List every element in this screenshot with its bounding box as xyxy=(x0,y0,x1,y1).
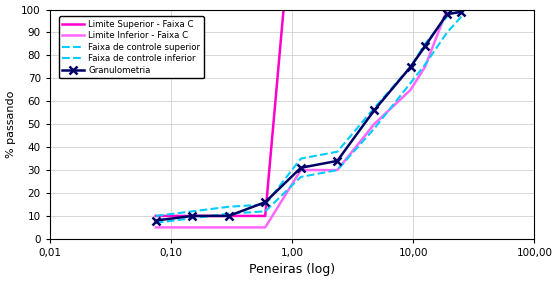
Limite Inferior - Faixa C xyxy=(225,226,232,229)
Limite Superior - Faixa C xyxy=(152,214,159,218)
Limite Superior - Faixa C xyxy=(458,8,465,11)
Faixa de controle inferior xyxy=(262,210,268,213)
Limite Inferior - Faixa C xyxy=(189,226,196,229)
Faixa de controle inferior xyxy=(458,15,465,18)
Limite Superior - Faixa C xyxy=(371,8,377,11)
Limite Inferior - Faixa C xyxy=(262,226,268,229)
Granulometria xyxy=(334,159,340,163)
Faixa de controle superior xyxy=(444,15,450,18)
Line: Limite Inferior - Faixa C: Limite Inferior - Faixa C xyxy=(156,10,461,227)
Limite Inferior - Faixa C xyxy=(297,168,304,172)
Granulometria xyxy=(458,10,465,14)
Faixa de controle inferior xyxy=(371,127,377,131)
Faixa de controle superior xyxy=(262,203,268,206)
Limite Inferior - Faixa C xyxy=(444,8,450,11)
Legend: Limite Superior - Faixa C, Limite Inferior - Faixa C, Faixa de controle superior: Limite Superior - Faixa C, Limite Inferi… xyxy=(59,16,204,78)
Granulometria xyxy=(297,166,304,169)
Granulometria xyxy=(189,214,196,218)
Faixa de controle inferior xyxy=(189,217,196,220)
Faixa de controle inferior xyxy=(297,175,304,179)
Faixa de controle superior xyxy=(152,214,159,218)
Y-axis label: % passando: % passando xyxy=(6,91,16,158)
Limite Inferior - Faixa C xyxy=(458,8,465,11)
Line: Limite Superior - Faixa C: Limite Superior - Faixa C xyxy=(156,10,461,216)
Limite Inferior - Faixa C xyxy=(371,122,377,126)
Faixa de controle superior xyxy=(189,210,196,213)
Limite Inferior - Faixa C xyxy=(334,168,340,172)
Limite Inferior - Faixa C xyxy=(152,226,159,229)
Faixa de controle inferior xyxy=(422,63,429,66)
Limite Inferior - Faixa C xyxy=(422,65,429,69)
Granulometria xyxy=(152,219,159,222)
Line: Granulometria: Granulometria xyxy=(152,8,466,225)
Limite Superior - Faixa C xyxy=(444,8,450,11)
Faixa de controle superior xyxy=(422,42,429,46)
Faixa de controle inferior xyxy=(334,168,340,172)
Limite Superior - Faixa C xyxy=(262,214,268,218)
Limite Superior - Faixa C xyxy=(280,8,287,11)
Limite Superior - Faixa C xyxy=(407,8,414,11)
Faixa de controle superior xyxy=(407,65,414,69)
Granulometria xyxy=(371,109,377,112)
Line: Faixa de controle superior: Faixa de controle superior xyxy=(156,10,461,216)
Faixa de controle superior xyxy=(334,150,340,153)
Limite Superior - Faixa C xyxy=(422,8,429,11)
Limite Inferior - Faixa C xyxy=(407,88,414,91)
Line: Faixa de controle inferior: Faixa de controle inferior xyxy=(156,16,461,223)
Granulometria xyxy=(262,201,268,204)
Faixa de controle inferior xyxy=(152,221,159,224)
Granulometria xyxy=(422,45,429,48)
Granulometria xyxy=(225,214,232,218)
Faixa de controle inferior xyxy=(407,81,414,85)
Limite Superior - Faixa C xyxy=(225,214,232,218)
Faixa de controle superior xyxy=(371,107,377,110)
Faixa de controle superior xyxy=(297,157,304,160)
Limite Superior - Faixa C xyxy=(189,214,196,218)
Granulometria xyxy=(444,12,450,16)
X-axis label: Peneiras (log): Peneiras (log) xyxy=(249,263,335,276)
Faixa de controle inferior xyxy=(225,212,232,215)
Granulometria xyxy=(407,65,414,69)
Faixa de controle inferior xyxy=(444,31,450,34)
Faixa de controle superior xyxy=(225,205,232,208)
Faixa de controle superior xyxy=(458,8,465,11)
